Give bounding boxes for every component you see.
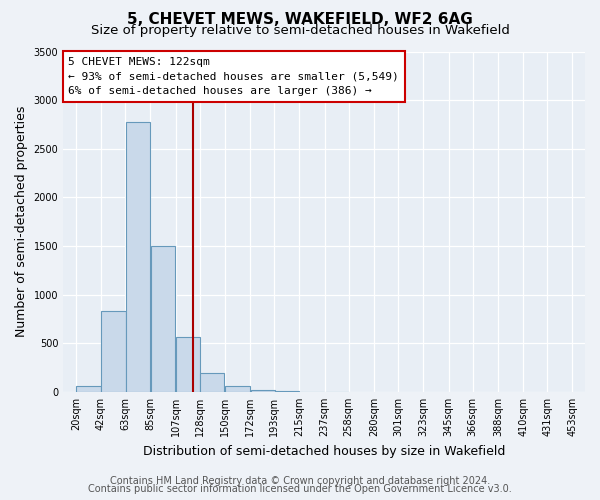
Y-axis label: Number of semi-detached properties: Number of semi-detached properties	[15, 106, 28, 338]
Text: Size of property relative to semi-detached houses in Wakefield: Size of property relative to semi-detach…	[91, 24, 509, 37]
Bar	[101, 311, 126, 392]
Bar	[125, 122, 150, 392]
Text: Contains HM Land Registry data © Crown copyright and database right 2024.: Contains HM Land Registry data © Crown c…	[110, 476, 490, 486]
Bar	[151, 246, 175, 392]
Bar	[226, 386, 250, 392]
Bar	[251, 390, 275, 392]
X-axis label: Distribution of semi-detached houses by size in Wakefield: Distribution of semi-detached houses by …	[143, 444, 505, 458]
Text: 5, CHEVET MEWS, WAKEFIELD, WF2 6AG: 5, CHEVET MEWS, WAKEFIELD, WF2 6AG	[127, 12, 473, 28]
Bar	[76, 386, 101, 392]
Bar	[200, 374, 224, 392]
Bar	[176, 338, 200, 392]
Text: Contains public sector information licensed under the Open Government Licence v3: Contains public sector information licen…	[88, 484, 512, 494]
Text: 5 CHEVET MEWS: 122sqm
← 93% of semi-detached houses are smaller (5,549)
6% of se: 5 CHEVET MEWS: 122sqm ← 93% of semi-deta…	[68, 56, 399, 96]
